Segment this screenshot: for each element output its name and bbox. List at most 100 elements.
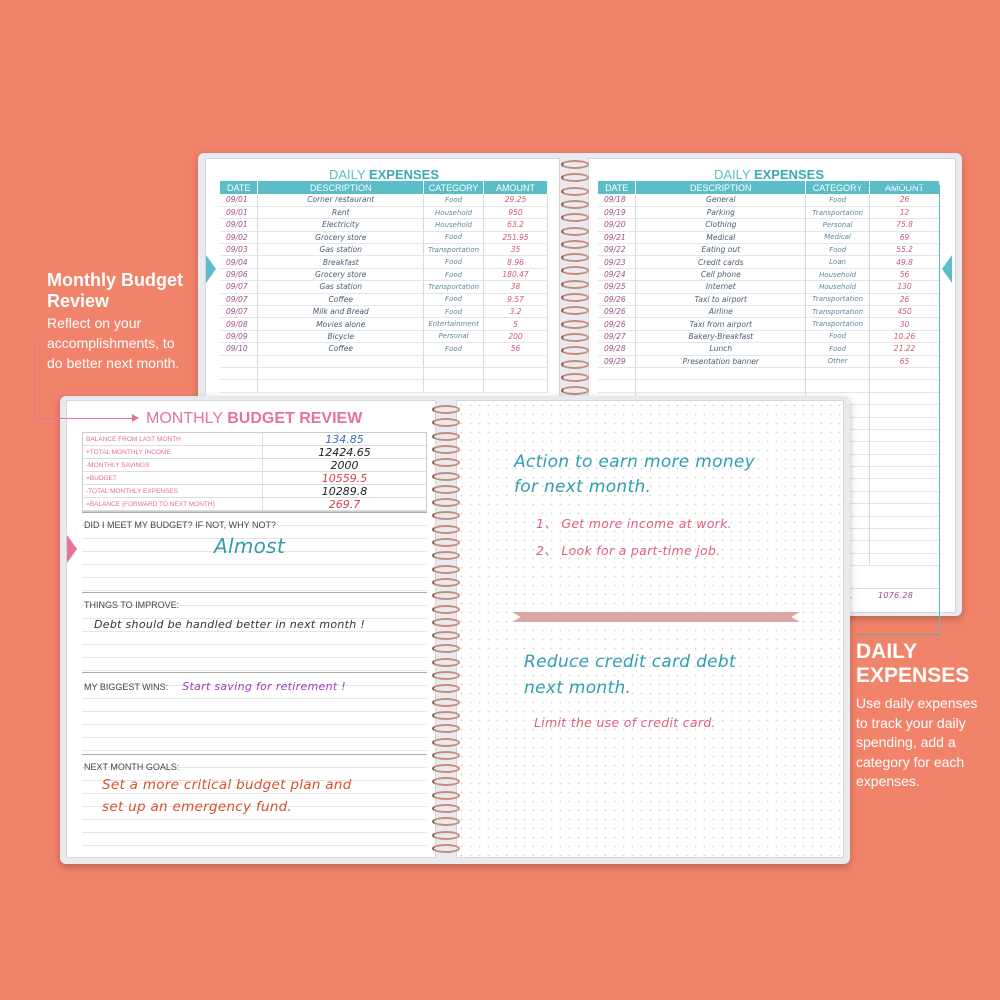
total-value: 1076.28 [878, 591, 914, 600]
ribbon-divider [512, 612, 800, 622]
next-month-goals-line2: set up an emergency fund. [102, 799, 293, 815]
spiral-binding-back [561, 160, 591, 400]
spiral-ring [561, 386, 589, 396]
budget-row-value: 2000 [330, 459, 359, 472]
table-cell: 09/01 [220, 194, 259, 207]
table-row: 09/22 Eating out Food 55.2 [598, 243, 940, 257]
table-cell: 38 [483, 280, 548, 294]
table-cell: Grocery store [257, 268, 425, 282]
table-row: 09/24 Cell phone Household 56 [598, 268, 940, 282]
spiral-ring [561, 279, 589, 289]
column-header: DESCRIPTION [257, 181, 425, 194]
spiral-ring [432, 604, 460, 614]
pointer-line-right [855, 185, 940, 635]
table-cell: 09/03 [220, 243, 259, 257]
annotation-title-2: Review [47, 291, 110, 311]
spiral-ring [432, 657, 460, 667]
spiral-ring [561, 332, 589, 342]
table-row: 09/18 General Food 26 [598, 194, 940, 207]
table-cell: 09/07 [220, 293, 259, 307]
budget-row-value: 269.7 [328, 498, 361, 511]
tab-marker-pink[interactable] [67, 535, 77, 563]
table-cell: 180.47 [483, 268, 548, 282]
spiral-ring [432, 790, 460, 800]
spiral-ring [432, 405, 460, 414]
table-row: 09/19 Parking Transportation 12 [598, 206, 940, 220]
budget-row-label: -TOTAL MONTHLY EXPENSES [83, 485, 263, 497]
table-cell: 200 [483, 330, 548, 344]
budget-row: +TOTAL MONTHLY INCOME 12424.65 [83, 446, 426, 459]
table-row: 09/26 Taxi to airport Transportation 26 [598, 293, 940, 307]
table-cell: 63.2 [483, 218, 548, 232]
spiral-ring [561, 266, 589, 276]
spiral-ring [561, 306, 589, 316]
table-cell: Grocery store [257, 231, 425, 245]
table-cell: 09/04 [220, 255, 259, 269]
daily-expenses-title-right: DAILY EXPENSES [713, 167, 825, 182]
note-heading-1a: Action to earn more money [514, 452, 756, 472]
table-cell: Gas station [257, 243, 425, 257]
daily-expenses-table-left: DATE DESCRIPTION CATEGORY AMOUNT 09/01 Corner… [220, 181, 548, 393]
table-cell: 09/08 [220, 317, 259, 331]
budget-row: BALANCE FROM LAST MONTH 134.85 [83, 433, 426, 446]
table-row: 09/06 Grocery store Food 180.47 [220, 268, 548, 282]
table-cell: Credit cards [635, 255, 807, 269]
budget-row-label: +TOTAL MONTHLY INCOME [83, 446, 263, 458]
column-header: DATE [598, 181, 637, 194]
column-header: AMOUNT [869, 181, 940, 194]
table-row: 09/09 Bicycle Personal 200 [220, 330, 548, 344]
table-cell: Food [423, 305, 485, 319]
tab-marker-right[interactable] [942, 255, 952, 283]
table-cell: Cell phone [635, 268, 807, 282]
table-row: 09/27 Bakery-Breakfast Food 10.26 [598, 330, 940, 344]
table-cell: Food [805, 243, 871, 257]
table-row: 09/07 Gas station Transportation 38 [220, 280, 548, 294]
spiral-ring [432, 524, 460, 534]
budget-row-value: 10559.5 [321, 472, 368, 485]
spiral-ring [432, 591, 460, 601]
table-cell: Gas station [257, 280, 425, 294]
table-cell: Household [423, 218, 485, 232]
things-to-improve-label: THINGS TO IMPROVE: [84, 600, 180, 610]
annotation-body: Reflect on your accomplishments, to do bet… [47, 315, 180, 371]
table-cell: Household [805, 280, 871, 294]
table-cell: 09/25 [598, 280, 637, 294]
table-row: 09/04 Breakfast Food 8.96 [220, 255, 548, 269]
spiral-ring [561, 239, 589, 249]
dot-grid-notes-page [456, 400, 844, 858]
budget-met-answer: Almost [214, 534, 286, 558]
table-row: 09/21 Medical Medical 69 [598, 231, 940, 245]
table-cell: 9.57 [483, 293, 548, 307]
budget-row: -MONTHLY SAVINGS 2000 [83, 459, 426, 472]
table-row: 09/20 Clothing Personal 75.8 [598, 218, 940, 232]
next-month-goals-line1: Set a more critical budget plan and [102, 777, 352, 793]
column-header: CATEGORY [423, 181, 485, 194]
table-cell: Breakfast [257, 255, 425, 269]
spiral-ring [432, 843, 460, 853]
table-row: 09/28 Lunch Food 21.22 [598, 342, 940, 356]
spiral-ring [561, 319, 589, 329]
table-cell: 09/22 [598, 243, 637, 257]
budget-row: =BUDGET 10559.5 [83, 472, 426, 485]
table-cell: Food [423, 194, 485, 207]
table-cell: Corner restaurant [257, 194, 425, 207]
spiral-binding-front [432, 405, 462, 855]
spiral-ring [432, 498, 460, 508]
things-to-improve-answer: Debt should be handled better in next mo… [94, 618, 366, 631]
annotation-budget-review: Monthly Budget Review Reflect on your acc… [47, 270, 183, 373]
spiral-ring [432, 671, 460, 680]
table-cell: Medical [635, 231, 807, 245]
table-cell: 3.2 [483, 305, 548, 319]
spiral-ring [432, 617, 460, 627]
table-row: 09/02 Grocery store Food 251.95 [220, 231, 548, 245]
spiral-ring [432, 484, 460, 494]
pointer-line-left [34, 345, 134, 419]
annotation-body: Use daily expenses to track your daily spe… [856, 695, 978, 789]
spiral-ring [432, 444, 460, 454]
table-cell: Food [423, 255, 485, 269]
pointer-arrow-left-icon [132, 414, 139, 422]
table-cell: Clothing [635, 218, 807, 232]
budget-met-section: DID I MEET MY BUDGET? IF NOT, WHY NOT? A… [82, 512, 427, 592]
table-cell: Internet [635, 280, 807, 294]
tab-marker-left[interactable] [206, 255, 216, 283]
